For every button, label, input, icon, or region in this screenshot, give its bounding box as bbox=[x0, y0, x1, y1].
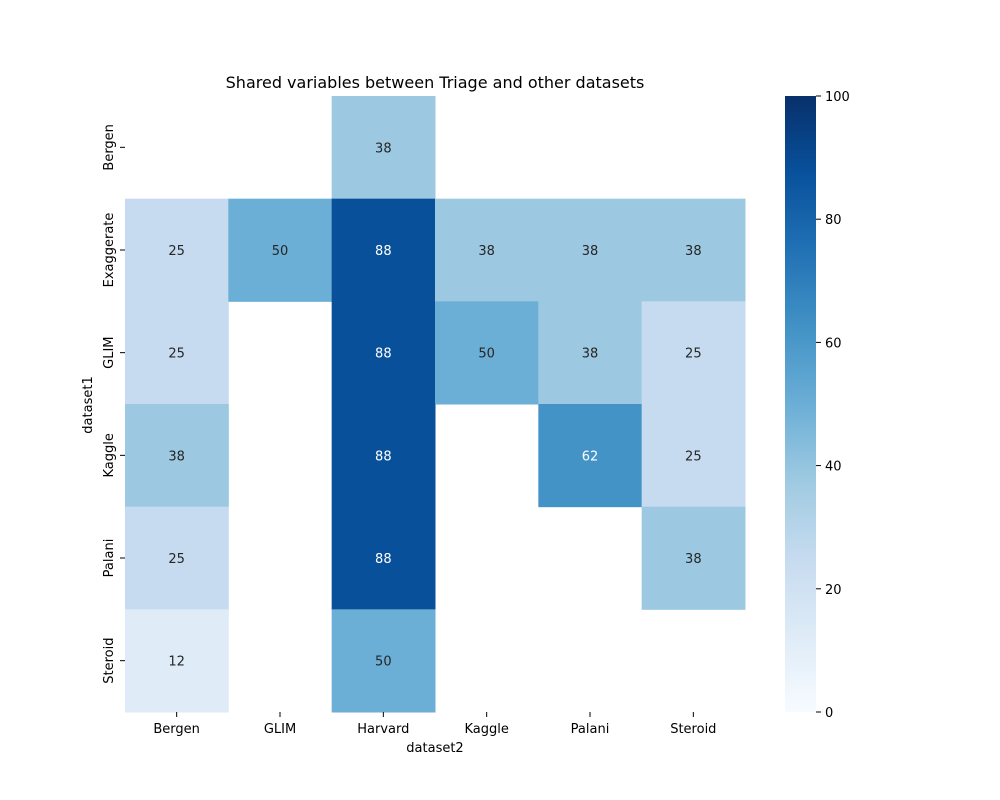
cell-value-label: 88 bbox=[375, 552, 392, 567]
heatmap-cell bbox=[435, 198, 539, 302]
cell-value-label: 38 bbox=[582, 347, 599, 362]
cell-value-label: 50 bbox=[375, 655, 392, 670]
cell-value-label: 38 bbox=[375, 141, 392, 156]
colorbar-tick-label: 20 bbox=[825, 583, 842, 598]
y-tick-label: Bergen bbox=[102, 124, 117, 171]
colorbar: 0 20 40 60 80 100 bbox=[785, 90, 850, 721]
y-tick-label: Palani bbox=[102, 539, 117, 578]
heatmap-cell bbox=[125, 404, 229, 508]
heatmap-cell bbox=[331, 506, 436, 610]
colorbar-tick-label: 100 bbox=[825, 90, 850, 105]
y-axis: Bergen Exaggerate GLIM Kaggle Palani Steroid bbox=[102, 124, 125, 684]
heatmap-cell bbox=[641, 506, 746, 610]
colorbar-tick-label: 60 bbox=[825, 336, 842, 351]
cell-value-label: 25 bbox=[168, 552, 185, 567]
cell-value-label: 50 bbox=[478, 347, 495, 362]
x-tick-label: Harvard bbox=[357, 722, 409, 737]
heatmap-cell bbox=[125, 301, 229, 405]
cell-value-label: 25 bbox=[168, 244, 185, 259]
x-tick-label: Palani bbox=[571, 722, 610, 737]
cell-value-label: 25 bbox=[168, 347, 185, 362]
cell-value-label: 25 bbox=[685, 449, 702, 464]
x-tick-label: Steroid bbox=[670, 722, 716, 737]
cell-value-label: 88 bbox=[375, 347, 392, 362]
x-axis-label: dataset2 bbox=[406, 741, 463, 756]
cell-value-label: 88 bbox=[375, 449, 392, 464]
y-tick-label: Steroid bbox=[102, 638, 117, 684]
heatmap-cell bbox=[228, 198, 333, 302]
heatmap-cell bbox=[538, 198, 643, 302]
heatmap-cell-labels: 38 25 50 88 38 38 38 25 88 50 38 25 38 88 62 25 25 88 38 12… bbox=[168, 141, 701, 669]
x-axis: Bergen GLIM Harvard Kaggle Palani Steroid bbox=[153, 712, 716, 737]
heatmap-cell bbox=[435, 301, 539, 405]
heatmap-cell bbox=[331, 96, 436, 200]
colorbar-gradient bbox=[785, 96, 816, 712]
cell-value-label: 88 bbox=[375, 244, 392, 259]
y-tick-label: GLIM bbox=[102, 336, 117, 368]
colorbar-tick-label: 80 bbox=[825, 213, 842, 228]
cell-value-label: 62 bbox=[582, 449, 599, 464]
colorbar-tick-label: 0 bbox=[825, 706, 833, 721]
cell-value-label: 38 bbox=[685, 552, 702, 567]
heatmap-cell bbox=[538, 301, 643, 405]
heatmap-cells bbox=[125, 96, 746, 713]
y-tick-label: Kaggle bbox=[102, 433, 117, 477]
y-axis-label: dataset1 bbox=[81, 376, 96, 433]
heatmap-cell bbox=[331, 198, 436, 302]
cell-value-label: 38 bbox=[478, 244, 495, 259]
cell-value-label: 50 bbox=[272, 244, 289, 259]
heatmap-cell bbox=[125, 198, 229, 302]
cell-value-label: 38 bbox=[168, 449, 185, 464]
cell-value-label: 38 bbox=[685, 244, 702, 259]
cell-value-label: 25 bbox=[685, 347, 702, 362]
heatmap-cell bbox=[641, 301, 746, 405]
heatmap-cell bbox=[538, 404, 643, 508]
x-tick-label: Bergen bbox=[153, 722, 200, 737]
cell-value-label: 12 bbox=[168, 655, 185, 670]
heatmap-cell bbox=[331, 301, 436, 405]
cell-value-label: 38 bbox=[582, 244, 599, 259]
heatmap-cell bbox=[125, 609, 229, 713]
chart-title: Shared variables between Triage and othe… bbox=[226, 73, 645, 92]
heatmap-cell bbox=[125, 506, 229, 610]
x-tick-label: Kaggle bbox=[464, 722, 508, 737]
x-tick-label: GLIM bbox=[264, 722, 296, 737]
y-tick-label: Exaggerate bbox=[102, 213, 117, 288]
heatmap-cell bbox=[641, 198, 746, 302]
heatmap-cell bbox=[331, 404, 436, 508]
heatmap-cell bbox=[641, 404, 746, 508]
colorbar-tick-label: 40 bbox=[825, 460, 842, 475]
heatmap-cell bbox=[331, 609, 436, 713]
